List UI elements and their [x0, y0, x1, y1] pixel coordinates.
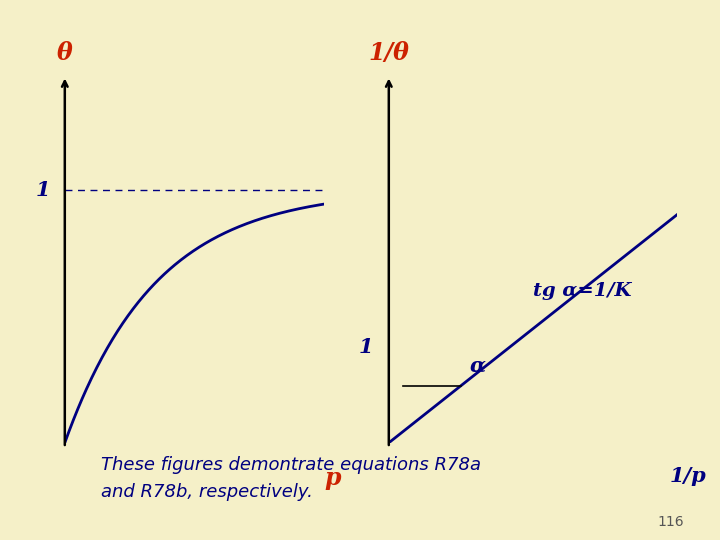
Text: p: p	[325, 465, 341, 490]
Text: α: α	[469, 356, 485, 376]
Text: 1: 1	[359, 336, 373, 356]
Text: 116: 116	[657, 515, 684, 529]
Text: 1: 1	[36, 180, 50, 200]
Text: and R78b, respectively.: and R78b, respectively.	[101, 483, 312, 501]
Text: These figures demontrate equations R78a: These figures demontrate equations R78a	[101, 456, 481, 474]
Text: tg α=1/K: tg α=1/K	[533, 282, 631, 300]
Text: 1/θ: 1/θ	[369, 42, 409, 65]
Text: 1/p: 1/p	[670, 465, 707, 485]
Text: θ: θ	[57, 42, 73, 65]
